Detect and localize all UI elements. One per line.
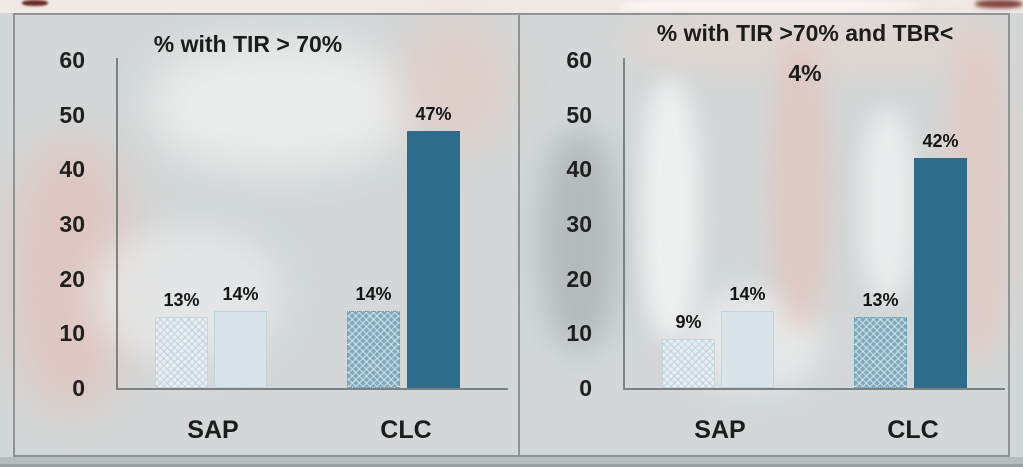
photo-blob-pink-2 [400, 20, 510, 150]
bar-sap-hatched [662, 339, 715, 388]
y-axis-tick-label: 20 [566, 265, 592, 292]
photo-bottom-edge [0, 464, 1023, 467]
photo-blob-gray [540, 130, 620, 350]
y-axis-tick-label: 50 [566, 101, 592, 128]
bar-chart-tir-above-70: % with TIR > 70% 0 10 20 30 40 50 60 13% 14% 14% 47… [13, 13, 518, 457]
chart-title: % with TIR > 70% [153, 31, 343, 57]
x-axis-category-label: CLC [887, 416, 939, 444]
bar-clc-hatched [347, 311, 400, 388]
photo-blob-red-dash [22, 0, 48, 6]
y-axis-tick-label: 30 [566, 210, 592, 237]
chart-panel-frame [13, 13, 1010, 457]
x-axis-category-label: CLC [380, 416, 432, 444]
bar-value-label: 14% [729, 284, 766, 304]
panel-divider [518, 13, 520, 457]
y-axis-line [116, 58, 118, 389]
bar-value-label: 13% [163, 290, 200, 310]
bar-clc-hatched [854, 317, 907, 388]
bar-value-label: 9% [675, 312, 702, 332]
chart-title: 4% [788, 60, 822, 86]
x-axis-line [116, 388, 508, 390]
x-axis-line [623, 388, 1005, 390]
bar-sap-solid [214, 311, 267, 388]
x-axis-category-label: SAP [187, 416, 239, 444]
y-axis-tick-label: 0 [72, 375, 85, 401]
photo-blob-white-5 [860, 110, 915, 300]
photo-blob-pink-stripe [770, 40, 830, 330]
photo-blob-white-top [620, 0, 920, 12]
bar-value-label: 42% [922, 131, 959, 151]
photo-blob-white-3 [640, 80, 700, 340]
y-axis-tick-label: 30 [59, 210, 85, 237]
bar-sap-solid [721, 311, 774, 388]
y-axis-tick-label: 0 [579, 375, 592, 401]
y-axis-line [623, 58, 625, 389]
bar-value-label: 47% [415, 104, 452, 124]
bar-sap-hatched [155, 317, 208, 388]
bar-chart-tir-above-70-and-tbr-below-4: % with TIR >70% and TBR< 4% 0 10 20 30 40 50 60 9… [520, 13, 1012, 457]
y-axis-tick-label: 10 [59, 320, 85, 347]
y-axis-tick-label: 60 [59, 46, 85, 73]
y-axis-tick-label: 50 [59, 101, 85, 128]
y-axis-tick-label: 40 [59, 156, 85, 183]
photo-blob-red-right [975, 0, 1023, 8]
chart-title: % with TIR >70% and TBR< [656, 20, 954, 46]
y-axis-tick-label: 10 [566, 320, 592, 347]
x-axis-category-label: SAP [694, 416, 746, 444]
bar-value-label: 13% [862, 290, 899, 310]
photo-blob-white-1 [150, 40, 410, 170]
y-axis-tick-label: 40 [566, 156, 592, 183]
bar-clc-solid [407, 131, 460, 388]
y-axis-tick-label: 60 [566, 46, 592, 73]
bar-value-label: 14% [222, 284, 259, 304]
bar-clc-solid [914, 158, 967, 388]
y-axis-tick-label: 20 [59, 265, 85, 292]
bar-value-label: 14% [355, 284, 392, 304]
photo-bottom-strip [0, 457, 1023, 467]
